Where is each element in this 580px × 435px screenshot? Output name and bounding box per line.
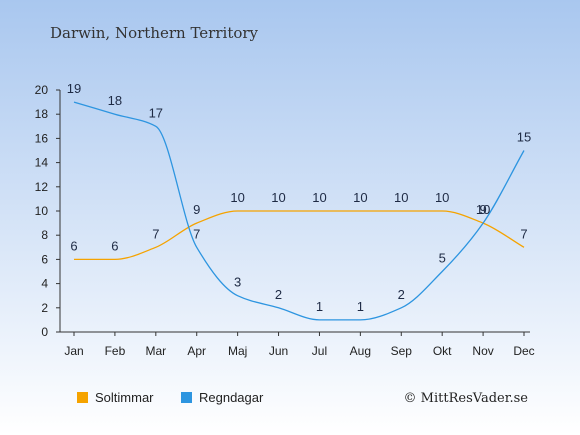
y-tick-label: 18 <box>35 107 49 121</box>
x-tick-label: Dec <box>513 344 534 358</box>
data-label-regndagar: 9 <box>479 202 486 217</box>
y-tick-label: 4 <box>41 277 48 291</box>
x-tick-label: Maj <box>228 344 247 358</box>
chart-title: Darwin, Northern Territory <box>50 24 259 42</box>
x-tick-label: Okt <box>433 344 452 358</box>
x-tick-label: Mar <box>145 344 166 358</box>
data-label-soltimmar: 6 <box>111 238 118 253</box>
series-line-soltimmar <box>74 210 525 261</box>
legend-swatch-soltimmar <box>77 392 88 403</box>
series-lines <box>73 101 525 321</box>
credit-text: © MittResVader.se <box>404 391 529 406</box>
x-tick-label: Nov <box>472 344 493 358</box>
data-label-soltimmar: 10 <box>353 190 367 205</box>
legend-label-soltimmar: Soltimmar <box>95 390 154 405</box>
y-tick-label: 20 <box>35 83 49 97</box>
data-label-soltimmar: 6 <box>70 238 77 253</box>
x-tick-label: Aug <box>350 344 371 358</box>
data-label-soltimmar: 10 <box>476 202 490 217</box>
y-tick-label: 6 <box>41 252 48 266</box>
y-tick-label: 12 <box>35 180 49 194</box>
data-label-regndagar: 19 <box>67 81 81 96</box>
legend: Soltimmar Regndagar <box>77 390 264 405</box>
data-label-regndagar: 1 <box>316 299 323 314</box>
y-tick-label: 2 <box>41 301 48 315</box>
data-label-regndagar: 2 <box>398 287 405 302</box>
data-label-soltimmar: 9 <box>193 202 200 217</box>
data-label-regndagar: 17 <box>149 105 163 120</box>
x-tick-label: Apr <box>187 344 206 358</box>
data-label-regndagar: 5 <box>439 251 446 266</box>
y-tick-label: 10 <box>35 204 49 218</box>
x-tick-label: Sep <box>391 344 413 358</box>
data-label-soltimmar: 10 <box>312 190 326 205</box>
data-label-regndagar: 7 <box>193 226 200 241</box>
data-label-soltimmar: 7 <box>520 226 527 241</box>
data-label-regndagar: 15 <box>517 130 531 145</box>
legend-label-regndagar: Regndagar <box>199 390 264 405</box>
x-tick-label: Jul <box>312 344 327 358</box>
series-line-regndagar <box>73 101 525 321</box>
data-label-regndagar: 18 <box>108 93 122 108</box>
data-label-regndagar: 3 <box>234 275 241 290</box>
data-label-regndagar: 2 <box>275 287 282 302</box>
x-tick-label: Jun <box>269 344 288 358</box>
data-label-soltimmar: 10 <box>230 190 244 205</box>
data-label-regndagar: 1 <box>357 299 364 314</box>
data-label-soltimmar: 10 <box>271 190 285 205</box>
y-tick-label: 14 <box>35 156 49 170</box>
x-tick-label: Jan <box>64 344 83 358</box>
y-tick-label: 16 <box>35 131 49 145</box>
x-tick-label: Feb <box>105 344 126 358</box>
data-label-soltimmar: 10 <box>435 190 449 205</box>
y-tick-label: 0 <box>41 325 48 339</box>
y-tick-label: 8 <box>41 228 48 242</box>
legend-swatch-regndagar <box>181 392 192 403</box>
data-label-soltimmar: 10 <box>394 190 408 205</box>
data-label-soltimmar: 7 <box>152 226 159 241</box>
